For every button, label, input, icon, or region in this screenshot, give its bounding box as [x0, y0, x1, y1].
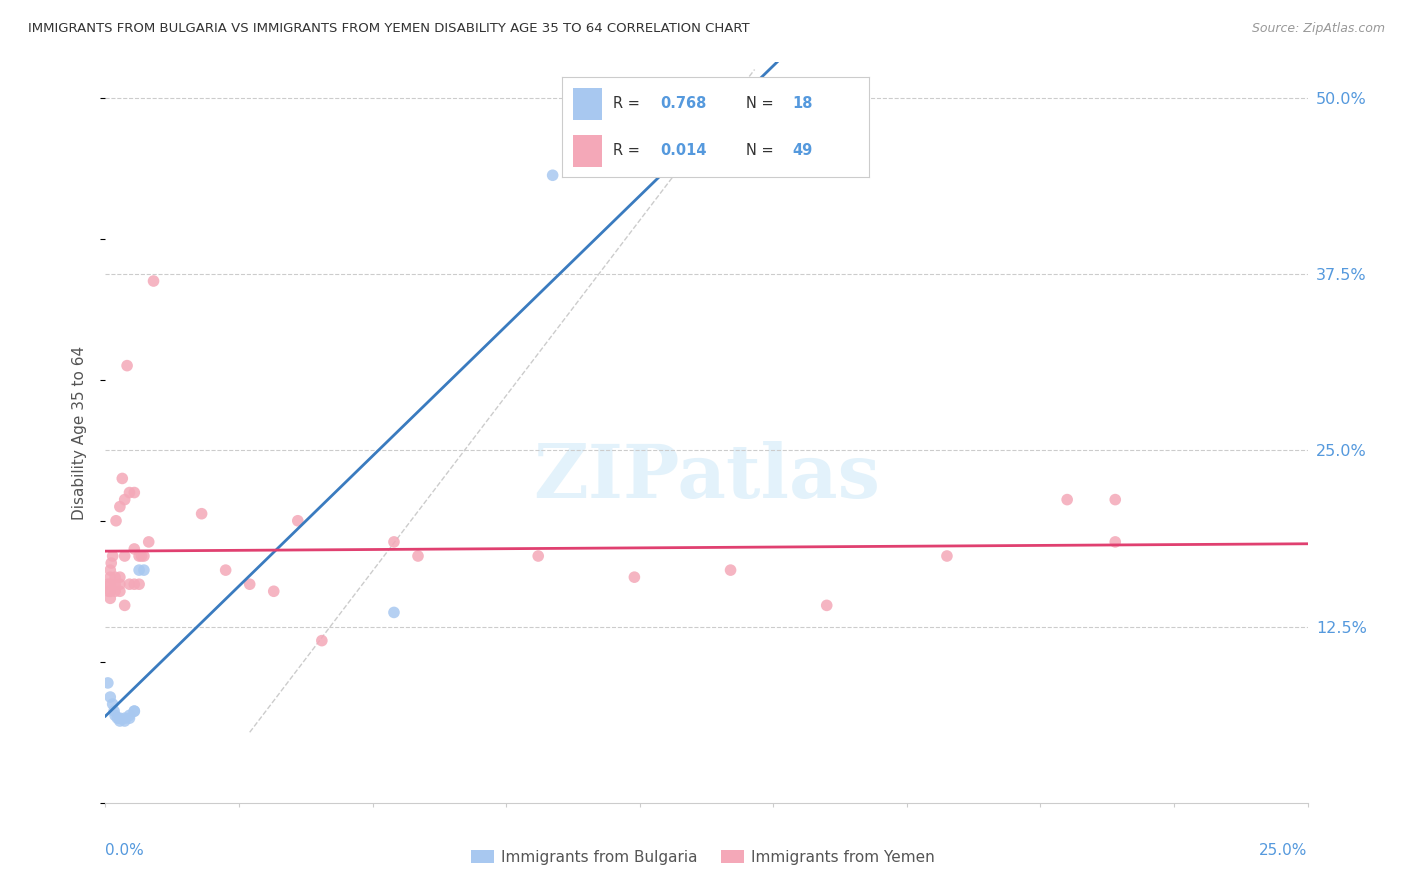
Point — [124, 704, 146, 718]
Point — [142, 274, 165, 288]
Point — [98, 584, 121, 599]
Point — [115, 359, 138, 373]
Point — [527, 549, 550, 563]
Text: 25.0%: 25.0% — [1260, 843, 1308, 858]
Point — [1104, 535, 1126, 549]
Point — [128, 563, 150, 577]
Text: IMMIGRANTS FROM BULGARIA VS IMMIGRANTS FROM YEMEN DISABILITY AGE 35 TO 64 CORREL: IMMIGRANTS FROM BULGARIA VS IMMIGRANTS F… — [28, 22, 749, 36]
Legend: Immigrants from Bulgaria, Immigrants from Yemen: Immigrants from Bulgaria, Immigrants fro… — [465, 844, 941, 871]
Point — [124, 541, 146, 556]
Point — [97, 584, 120, 599]
Point — [100, 556, 122, 570]
Point — [98, 690, 121, 704]
Point — [128, 549, 150, 563]
Point — [98, 577, 121, 591]
Point — [107, 711, 129, 725]
Point — [406, 549, 429, 563]
Point — [114, 492, 136, 507]
Point — [124, 577, 146, 591]
Point — [114, 711, 136, 725]
Point — [263, 584, 285, 599]
Point — [108, 577, 131, 591]
Point — [104, 584, 127, 599]
Point — [105, 514, 128, 528]
Point — [108, 570, 131, 584]
Point — [104, 570, 127, 584]
Point — [124, 704, 146, 718]
Point — [98, 570, 121, 584]
Point — [97, 577, 120, 591]
Point — [131, 549, 153, 563]
Point — [114, 599, 136, 613]
Point — [114, 714, 136, 728]
Text: ZIPatlas: ZIPatlas — [533, 441, 880, 514]
Point — [190, 507, 212, 521]
Point — [104, 577, 127, 591]
Point — [101, 549, 124, 563]
Point — [936, 549, 959, 563]
Point — [118, 711, 141, 725]
Point — [128, 577, 150, 591]
Point — [382, 535, 405, 549]
Point — [132, 563, 155, 577]
Point — [720, 563, 742, 577]
Point — [1056, 492, 1078, 507]
Point — [118, 577, 141, 591]
Point — [114, 549, 136, 563]
Point — [98, 591, 121, 606]
Text: Source: ZipAtlas.com: Source: ZipAtlas.com — [1251, 22, 1385, 36]
Text: 0.0%: 0.0% — [105, 843, 145, 858]
Point — [815, 599, 838, 613]
Point — [1104, 492, 1126, 507]
Point — [132, 549, 155, 563]
Point — [311, 633, 333, 648]
Point — [111, 471, 134, 485]
Point — [287, 514, 309, 528]
Point — [103, 704, 125, 718]
Point — [623, 570, 645, 584]
Point — [214, 563, 236, 577]
Point — [108, 714, 131, 728]
Point — [108, 711, 131, 725]
Point — [108, 500, 131, 514]
Point — [101, 697, 124, 711]
Y-axis label: Disability Age 35 to 64: Disability Age 35 to 64 — [72, 345, 87, 520]
Point — [382, 606, 405, 620]
Point — [104, 708, 127, 723]
Point — [118, 485, 141, 500]
Point — [118, 708, 141, 723]
Point — [541, 168, 564, 182]
Point — [124, 485, 146, 500]
Point — [108, 584, 131, 599]
Point — [138, 535, 160, 549]
Point — [239, 577, 262, 591]
Point — [98, 563, 121, 577]
Point — [97, 676, 120, 690]
